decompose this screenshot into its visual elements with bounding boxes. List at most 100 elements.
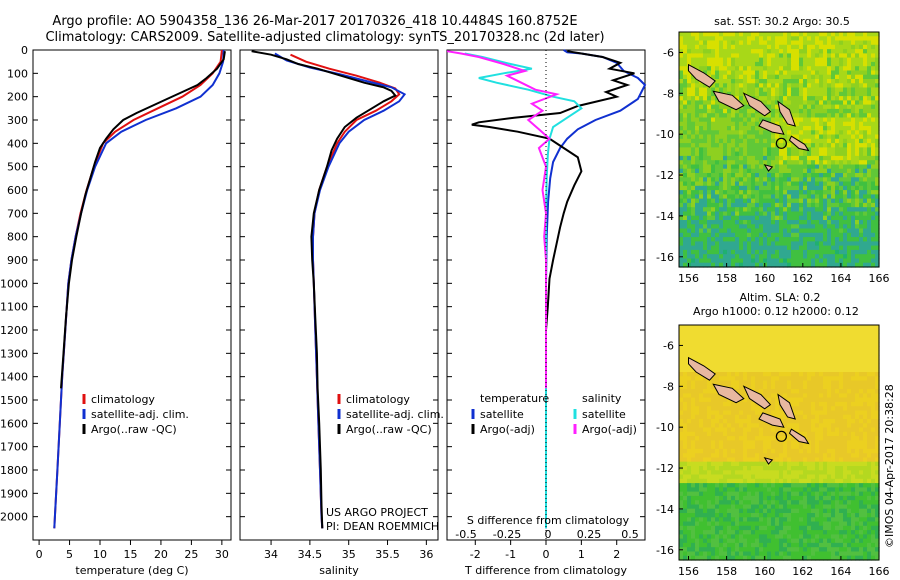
map-cell [679,151,684,157]
map-cell [719,224,724,230]
map-cell [779,117,784,123]
map-cell [779,262,784,268]
map-cell [703,491,708,497]
map-cell [831,397,836,403]
map-cell [811,49,816,54]
map-cell [735,83,740,89]
map-cell [679,350,684,356]
map-cell [727,419,732,424]
map-cell [799,237,804,242]
map-cell [711,483,716,488]
map-cell [783,380,788,386]
map-cell [775,333,780,339]
map-cell [759,181,764,187]
map-cell [787,49,792,54]
map-cell [831,126,836,131]
map-cell [791,194,796,200]
map-cell [847,70,852,76]
map-cell [855,185,860,191]
map-cell [799,363,804,369]
map-cell [683,100,688,106]
map-cell [811,155,816,161]
map-cell [807,258,812,264]
map-cell [851,401,856,407]
map-cell [747,350,752,356]
map-cell [751,444,756,450]
map-cell [835,254,840,260]
map-cell [823,104,828,110]
map-cell [723,181,728,187]
map-cell [731,258,736,264]
map-cell [767,461,772,467]
map-cell [751,36,756,42]
map-cell [699,215,704,221]
map-cell [707,181,712,187]
depth-tick-label: 1800 [0,464,28,477]
map-cell [727,329,732,335]
map-cell [811,57,816,63]
map-cell [803,333,808,339]
map-cell [743,419,748,424]
map-cell [711,211,716,217]
map-cell [763,254,768,260]
map-cell [679,376,684,382]
map-cell [731,151,736,157]
map-cell [831,367,836,373]
map-cell [715,262,720,268]
map-cell [719,258,724,264]
map-cell [819,44,824,50]
map-cell [779,164,784,170]
map-cell [759,466,764,471]
map-cell [855,397,860,403]
map-cell [799,198,804,204]
map-cell [683,134,688,140]
map-cell [779,461,784,467]
map-cell [695,372,700,377]
map-cell [851,423,856,429]
map-cell [807,66,812,72]
map-cell [819,393,824,399]
map-cell [863,254,868,260]
map-cell [863,202,868,208]
map-cell [803,83,808,89]
map-cell [759,126,764,131]
map-cell [691,487,696,493]
map-cell [743,36,748,42]
map-cell [811,333,816,339]
map-cell [823,32,828,37]
map-cell [711,104,716,110]
map-cell [843,160,848,166]
map-cell [795,121,800,127]
map-cell [679,393,684,399]
map-cell [735,211,740,217]
map-cell [831,224,836,230]
map-cell [719,453,724,459]
map-cell [687,389,692,394]
map-cell [699,61,704,67]
map-cell [791,448,796,454]
map-cell [695,457,700,463]
map-cell [699,53,704,59]
map-cell [715,419,720,424]
map-cell [791,164,796,170]
map-cell [739,419,744,424]
map-cell [783,173,788,178]
map-cell [835,177,840,183]
map-cell [683,220,688,225]
map-cell [855,138,860,144]
map-cell [691,440,696,446]
map-cell [875,333,880,339]
map-cell [755,134,760,140]
map-cell [747,117,752,123]
map-cell [755,372,760,377]
legend-label: Argo(..raw -QC) [346,423,432,436]
map-cell [803,181,808,187]
map-cell [859,367,864,373]
map-cell [831,487,836,493]
map-cell [875,466,880,471]
map-cell [851,427,856,433]
map-cell [843,354,848,360]
map-cell [851,419,856,424]
map-cell [831,262,836,268]
map-cell [731,87,736,93]
